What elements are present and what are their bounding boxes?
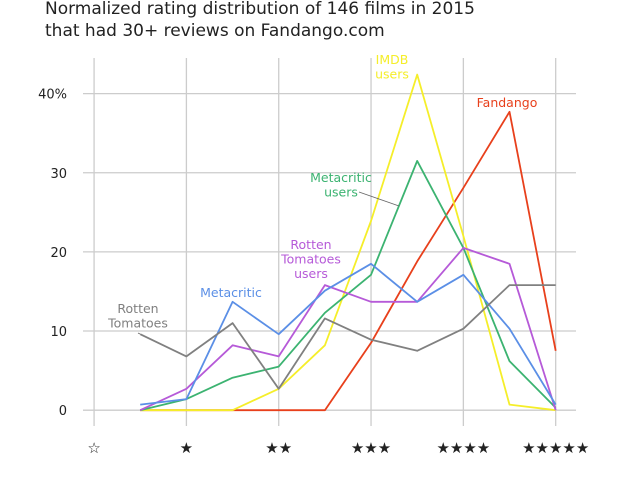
y-tick-label: 0 (59, 404, 67, 419)
x-tick-label: ★★★ (351, 439, 391, 457)
x-tick-label: ★★★★ (436, 439, 490, 457)
x-tick-label: ★★ (265, 439, 292, 457)
series-label-rotten-tomatoes-users: Rotten Tomatoes users (280, 237, 341, 281)
x-tick-labels: ☆ ★ ★★ ★★★ ★★★★ ★★★★★ (87, 439, 589, 457)
series-label-metacritic-users: Metacritic users (310, 170, 372, 200)
series-label-imdb-users: IMDB users (375, 52, 409, 82)
series-label-rotten-tomatoes: Rotten Tomatoes (107, 301, 168, 331)
series-line-imdb-users (140, 73, 556, 412)
series-annotations: Fandango IMDB users Metacritic users Rotten To… (107, 52, 538, 335)
series-line-rotten-tomatoes (139, 284, 556, 390)
x-tick-label: ★ (180, 439, 193, 457)
y-tick-label: 10 (50, 325, 67, 340)
x-tick-label: ☆ (87, 439, 100, 457)
chart-title-line-1: Normalized rating distribution of 146 fi… (45, 0, 475, 19)
series-line-rotten-tomatoes-users (139, 246, 557, 412)
chart-title-line-2: that had 30+ reviews on Fandango.com (45, 21, 385, 41)
series-label-fandango: Fandango (477, 95, 538, 110)
series-lines (139, 73, 557, 412)
y-tick-labels: 0 10 20 30 40% (38, 88, 67, 420)
grid (83, 58, 576, 426)
series-line-metacritic (140, 262, 557, 406)
y-tick-label: 30 (50, 167, 67, 182)
annotation-leader-metacritic-users (358, 191, 400, 207)
y-tick-label: 20 (50, 246, 67, 261)
annotation-leader-rotten-tomatoes (137, 332, 141, 335)
y-tick-label: 40% (38, 88, 67, 103)
series-label-metacritic: Metacritic (200, 285, 262, 300)
x-tick-label: ★★★★★ (522, 439, 589, 457)
